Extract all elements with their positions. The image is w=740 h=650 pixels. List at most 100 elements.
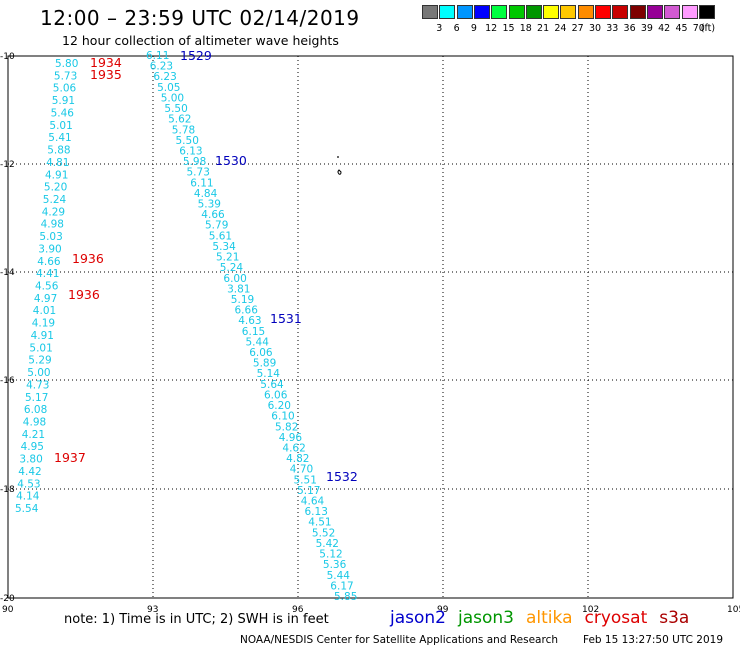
swh-value: 5.14 [257,368,281,380]
swh-value: 5.82 [275,421,298,433]
color-label: 36 [623,23,636,34]
lat-tick-label: -20 [0,594,15,604]
map-grid [8,56,733,598]
lat-tick-label: -18 [0,485,15,495]
pass-label: 1937 [54,450,86,465]
swh-value: 4.41 [36,268,59,280]
color-label: 70 [692,23,705,34]
color-swatch [525,5,542,19]
color-swatch [698,5,715,19]
swh-value: 5.62 [168,114,191,126]
color-swatch [491,5,508,19]
page-title: 12:00 – 23:59 UTC 02/14/2019 [40,6,360,30]
color-label: 9 [470,23,477,34]
swh-value: 5.89 [253,358,276,370]
color-label: 18 [519,23,532,34]
swh-value: 4.64 [301,496,325,508]
swh-value: 6.00 [223,273,246,285]
swh-value: 6.06 [249,347,273,359]
swh-value: 4.97 [34,293,57,305]
color-swatch [681,5,698,19]
wave-height-tracks: 5.805.735.065.915.465.015.415.884.814.91… [15,48,358,603]
swh-value: 6.10 [271,411,294,423]
swh-value: 4.82 [286,453,309,465]
swh-value: 4.81 [46,157,69,169]
map-frame [7,55,734,599]
swh-value: 5.42 [316,538,339,550]
mission-altika: altika [526,608,573,628]
pass-label: 1532 [326,469,358,484]
color-label: 30 [588,23,602,34]
color-swatch [456,5,473,19]
swh-value: 5.17 [297,485,320,497]
swh-value: 4.98 [41,219,64,231]
mission-jason2: jason2 [390,608,446,628]
swh-value: 5.44 [246,336,270,348]
swh-value: 5.79 [205,220,228,232]
lat-tick-label: -16 [0,376,15,386]
swh-value: 5.36 [323,559,347,571]
island-marker [337,156,342,175]
color-swatch [612,5,629,19]
swh-value: 5.52 [312,527,335,539]
swh-value: 6.06 [264,390,288,402]
swh-value: 6.13 [179,146,202,158]
swh-value: 5.98 [183,156,206,168]
swh-value: 5.41 [48,132,71,144]
swh-value: 6.20 [268,400,291,412]
swh-value: 5.19 [231,294,254,306]
pass-label: 1936 [68,287,100,302]
swh-value: 5.01 [29,342,52,354]
swh-value: 6.11 [146,50,169,62]
color-label: 33 [606,23,619,34]
color-swatch [629,5,646,19]
pass-label: 1529 [180,48,212,63]
swh-value: 5.91 [52,95,75,107]
swh-value: 5.50 [176,135,199,147]
swh-value: 5.73 [54,70,77,82]
swh-value: 6.15 [242,326,265,338]
swh-value: 5.20 [44,182,67,194]
lon-tick-label: 93 [147,605,158,615]
swh-value: 5.03 [39,231,62,243]
pass-label: 1936 [72,251,104,266]
swh-value: 4.66 [37,256,61,268]
swh-value: 5.00 [27,367,50,379]
swh-value: 4.42 [18,466,41,478]
mission-s3a: s3a [659,608,690,628]
swh-value: 5.80 [55,58,78,70]
lon-tick-label: 105 [727,605,740,615]
swh-value: 4.56 [35,281,59,293]
swh-value: 5.50 [164,103,187,115]
swh-value: 5.51 [294,474,317,486]
lat-tick-label: -10 [0,52,15,62]
swh-value: 4.14 [16,491,40,503]
swh-value: 5.29 [28,355,51,367]
swh-value: 6.66 [235,305,259,317]
color-swatch [595,5,611,19]
color-label: 24 [554,23,567,34]
swh-value: 4.53 [17,478,40,490]
swh-value: 5.64 [260,379,284,391]
pass-label: 1530 [215,153,247,168]
island-outline [337,169,342,175]
swh-value: 4.91 [45,169,68,181]
swh-value: 5.21 [216,252,239,264]
mission-cryosat: cryosat [584,608,648,628]
swh-value: 4.98 [23,417,46,429]
swh-value: 4.01 [33,305,56,317]
pass-label: 1935 [90,67,122,82]
swh-value: 6.23 [150,61,173,73]
swh-value: 5.06 [53,83,77,95]
color-label: 6 [453,23,460,34]
lon-tick-label: 90 [2,605,14,615]
island-dot [337,156,339,158]
color-swatch [543,5,560,19]
swh-value: 5.24 [220,262,244,274]
color-swatch [646,5,663,19]
color-label: 21 [537,23,550,34]
pass-label: 1934 [90,55,122,70]
swh-value: 4.91 [31,330,54,342]
swh-value: 5.44 [327,570,351,582]
